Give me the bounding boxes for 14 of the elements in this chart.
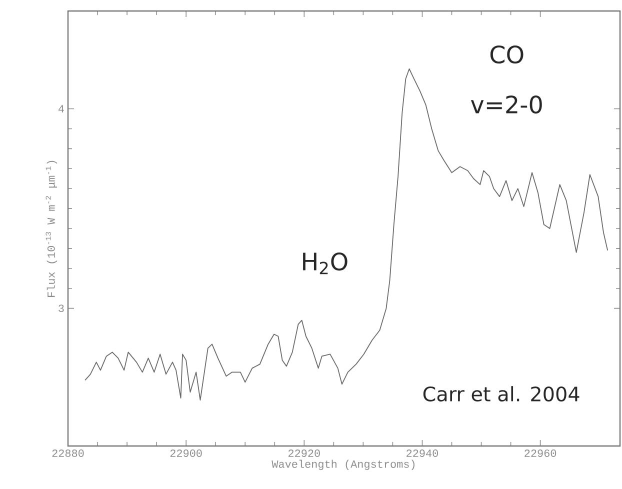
- y-tick-label: 3: [58, 304, 64, 312]
- annotation: Carr et al. 2004: [423, 386, 580, 402]
- x-tick-label: 22900: [170, 450, 202, 457]
- annotation: CO: [490, 45, 524, 64]
- y-axis-title: Flux (10$^{-13}$ W m$^{-2}$ μm$^{-1}$): [46, 160, 58, 297]
- x-tick-label: 22880: [52, 450, 84, 457]
- annotation: H$_{2}$O: [303, 252, 348, 274]
- x-axis-title: Wavelength (Angstroms): [272, 460, 414, 470]
- annotation: v=2-0: [470, 95, 542, 114]
- x-tick-label: 22920: [288, 450, 320, 457]
- x-tick-label: 22940: [406, 450, 438, 457]
- line-series: [84, 68, 608, 401]
- y-tick-label: 4: [58, 105, 64, 112]
- x-tick-label: 22960: [524, 450, 556, 457]
